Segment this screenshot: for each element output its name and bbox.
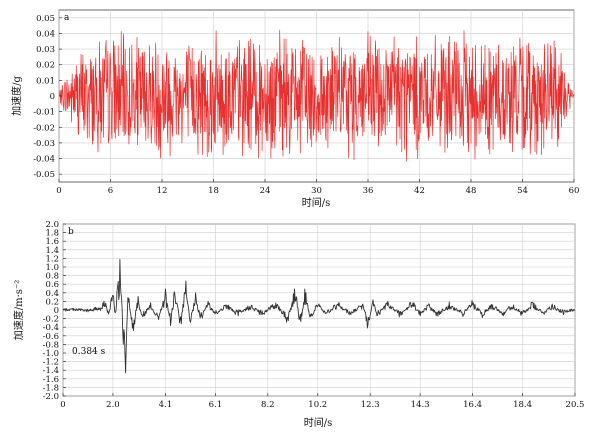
x-tick-label: 48 [466, 186, 477, 196]
y-tick-label: -0.05 [33, 170, 55, 180]
y-tick-label: -1.8 [43, 383, 59, 393]
y-tick-label: 0.05 [36, 14, 55, 24]
y-tick-label: 0.4 [45, 289, 59, 299]
x-tick-label: 12 [157, 186, 168, 196]
x-tick-label: 18 [208, 186, 219, 196]
y-tick-label: -0.01 [33, 108, 55, 118]
panel-a-xlabel: 时间/s [302, 196, 331, 209]
x-tick-label: 4.1 [159, 400, 173, 410]
y-tick-label: 0.8 [45, 272, 59, 282]
y-tick-label: 1.6 [45, 237, 59, 247]
x-tick-label: 6 [108, 186, 113, 196]
x-tick-label: 8.2 [261, 400, 275, 410]
series-line [62, 258, 576, 374]
x-tick-label: 16.4 [463, 400, 482, 410]
panel-b-label: b [68, 227, 74, 237]
series-line [58, 29, 575, 162]
y-tick-label: 0 [54, 306, 59, 316]
y-tick-label: -0.2 [43, 315, 59, 325]
panel-b: 2.01.81.61.41.21.00.80.60.40.20-0.2-0.4-… [12, 220, 584, 429]
y-tick-label: -1.6 [43, 375, 59, 385]
panel-b-xlabel: 时间/s [304, 416, 333, 429]
y-tick-label: 0.02 [36, 61, 55, 71]
y-tick-label: -0.4 [43, 323, 59, 333]
y-tick-label: -2.0 [43, 392, 59, 402]
x-tick-label: 18.4 [513, 400, 532, 410]
panel-a-series [58, 29, 575, 162]
y-tick-label: 0.03 [36, 45, 55, 55]
panel-a: 0.05 0.04 0.03 0.02 0.01 0 -0.01 -0.02 -0.03 -0.0… [10, 9, 579, 209]
y-tick-label: 2.0 [45, 220, 59, 230]
x-tick-label: 30 [311, 186, 322, 196]
x-tick-label: 6.1 [209, 400, 223, 410]
x-tick-label: 24 [260, 186, 271, 196]
y-tick-label: -1.0 [43, 349, 59, 359]
y-tick-label: 0.2 [45, 297, 59, 307]
x-tick-label: 60 [569, 186, 580, 196]
y-tick-label: 1.8 [45, 229, 59, 239]
panel-b-annotation: 0.384 s [72, 347, 106, 357]
y-tick-label: 0.01 [36, 76, 55, 86]
panel-b-grid [62, 223, 576, 397]
y-tick-label: 0.6 [45, 280, 59, 290]
y-tick-label: -0.03 [33, 139, 55, 149]
y-tick-label: -0.04 [33, 155, 55, 165]
y-tick-label: 1.4 [45, 246, 59, 256]
x-tick-label: 2.0 [106, 400, 120, 410]
panel-a-label: a [64, 13, 70, 23]
x-tick-label: 20.5 [566, 400, 585, 410]
y-tick-label: -0.6 [43, 332, 59, 342]
y-tick-label: -0.02 [33, 123, 55, 133]
x-tick-label: 54 [517, 186, 528, 196]
panel-a-ticks: 0.05 0.04 0.03 0.02 0.01 0 -0.01 -0.02 -0.03 -0.0… [33, 14, 579, 196]
x-tick-label: 0 [60, 400, 65, 410]
x-tick-label: 42 [414, 186, 425, 196]
y-tick-label: 0 [50, 92, 55, 102]
panel-b-ylabel: 加速度/m·s⁻² [12, 280, 25, 340]
x-tick-label: 0 [56, 186, 61, 196]
x-tick-label: 10.2 [308, 400, 327, 410]
x-tick-label: 36 [363, 186, 374, 196]
y-tick-label: -1.2 [43, 358, 59, 368]
y-tick-label: -0.8 [43, 340, 59, 350]
x-tick-label: 12.3 [361, 400, 380, 410]
panel-b-ticks: 2.01.81.61.41.21.00.80.60.40.20-0.2-0.4-… [43, 220, 585, 410]
y-tick-label: 1.2 [45, 254, 59, 264]
y-tick-label: 1.0 [45, 263, 59, 273]
y-tick-label: 0.04 [36, 29, 55, 39]
panel-a-ylabel: 加速度/g [10, 76, 23, 116]
x-tick-label: 14.3 [411, 400, 430, 410]
panel-b-series [62, 258, 576, 374]
y-tick-label: -1.4 [43, 366, 59, 376]
